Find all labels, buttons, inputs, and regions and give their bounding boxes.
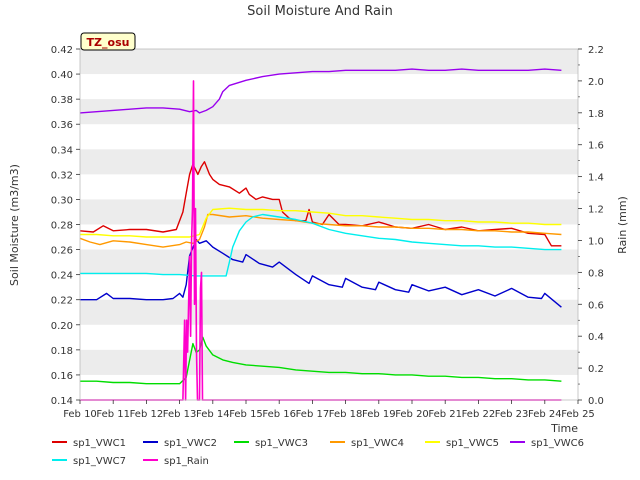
badge-label: TZ_osu — [87, 36, 130, 49]
y-tick-label: 0.22 — [51, 296, 73, 307]
y-axis-label: Soil Moisture (m3/m3) — [8, 164, 21, 286]
y-tick-label: 0.32 — [51, 170, 73, 181]
x-tick-label: Feb 10 — [63, 409, 97, 420]
x-tick-label: Feb 19 — [362, 409, 396, 420]
series-line-sp1-rain — [80, 80, 562, 401]
x-tick-label: Feb 15 — [229, 409, 263, 420]
grid-band — [80, 349, 578, 375]
x-axis-label: Time — [550, 422, 578, 435]
y2-tick-label: 1.6 — [588, 141, 604, 152]
chart-title: Soil Moisture And Rain — [247, 4, 393, 19]
x-tick-label: Feb 17 — [296, 409, 330, 420]
grid-band — [80, 299, 578, 325]
series-line-sp1-vwc6 — [79, 68, 562, 114]
y2-tick-label: 0.2 — [588, 364, 604, 375]
legend-label: sp1_VWC2 — [164, 438, 217, 449]
y-tick-label: 0.42 — [51, 45, 73, 56]
legend: sp1_VWC1 sp1_VWC2 sp1_VWC3 sp1_VWC4 sp1_VWC5… — [52, 438, 584, 467]
axes-group: 0.14 0.16 0.18 0.20 0.22 0.24 0.26 0.28 0.30 0.32… — [51, 45, 604, 420]
legend-label: sp1_VWC4 — [351, 438, 404, 449]
y-tick-label: 0.20 — [51, 321, 73, 332]
y-tick-label: 0.36 — [51, 120, 73, 131]
series-line-sp1-vwc7 — [80, 213, 562, 277]
y-tick-label: 0.40 — [51, 70, 73, 81]
legend-label: sp1_VWC5 — [446, 438, 499, 449]
legend-label: sp1_VWC6 — [531, 438, 584, 449]
y-tick-label: 0.14 — [51, 396, 73, 407]
y2-tick-label: 1.2 — [588, 205, 604, 216]
x-tick-label: Feb 24 — [528, 409, 562, 420]
legend-label: sp1_VWC3 — [255, 438, 308, 449]
y-tick-label: 0.34 — [51, 145, 73, 156]
y2-tick-label: 1.0 — [588, 236, 604, 247]
x-tick-label: Feb 21 — [428, 409, 462, 420]
y-tick-label: 0.38 — [51, 95, 73, 106]
grid-bands — [80, 49, 578, 375]
y2-tick-label: 0.6 — [588, 300, 604, 311]
series-line-sp1-vwc2 — [80, 238, 562, 308]
y2-tick-label: 1.8 — [588, 109, 604, 120]
legend-label: sp1_VWC1 — [73, 438, 126, 449]
y2-tick-label: 0.0 — [588, 396, 604, 407]
legend-label: sp1_Rain — [164, 456, 209, 467]
x-tick-label: Feb 20 — [395, 409, 429, 420]
y-tick-label: 0.18 — [51, 346, 73, 357]
legend-label: sp1_VWC7 — [73, 456, 126, 467]
x-tick-label: Feb 14 — [196, 409, 230, 420]
grid-band — [80, 199, 578, 225]
grid-band — [80, 99, 578, 125]
y2-tick-label: 2.0 — [588, 77, 604, 88]
y-tick-label: 0.28 — [51, 221, 73, 232]
x-tick-label: Feb 25 — [561, 409, 595, 420]
series-line-sp1-vwc3 — [80, 336, 562, 385]
x-tick-label: Feb 16 — [262, 409, 296, 420]
grid-band — [80, 149, 578, 175]
y2-tick-label: 1.4 — [588, 173, 604, 184]
y2-tick-label: 0.8 — [588, 268, 604, 279]
grid-band — [80, 249, 578, 275]
series-line-sp1-vwc4 — [79, 213, 562, 248]
y-tick-label: 0.30 — [51, 195, 73, 206]
y-tick-label: 0.24 — [51, 271, 73, 282]
y-tick-label: 0.26 — [51, 246, 73, 257]
y2-tick-label: 0.4 — [588, 332, 604, 343]
y2-tick-label: 2.2 — [588, 45, 604, 56]
x-tick-label: Feb 12 — [130, 409, 164, 420]
y2-axis-label: Rain (mm) — [616, 196, 629, 254]
x-tick-label: Feb 13 — [163, 409, 197, 420]
x-tick-label: Feb 22 — [462, 409, 496, 420]
series-group — [79, 68, 562, 401]
x-tick-label: Feb 23 — [495, 409, 529, 420]
x-tick-label: Feb 11 — [96, 409, 130, 420]
badge: TZ_osu — [80, 32, 136, 51]
y-tick-label: 0.16 — [51, 371, 73, 382]
series-line-sp1-vwc5 — [80, 207, 562, 238]
x-tick-label: Feb 18 — [329, 409, 363, 420]
